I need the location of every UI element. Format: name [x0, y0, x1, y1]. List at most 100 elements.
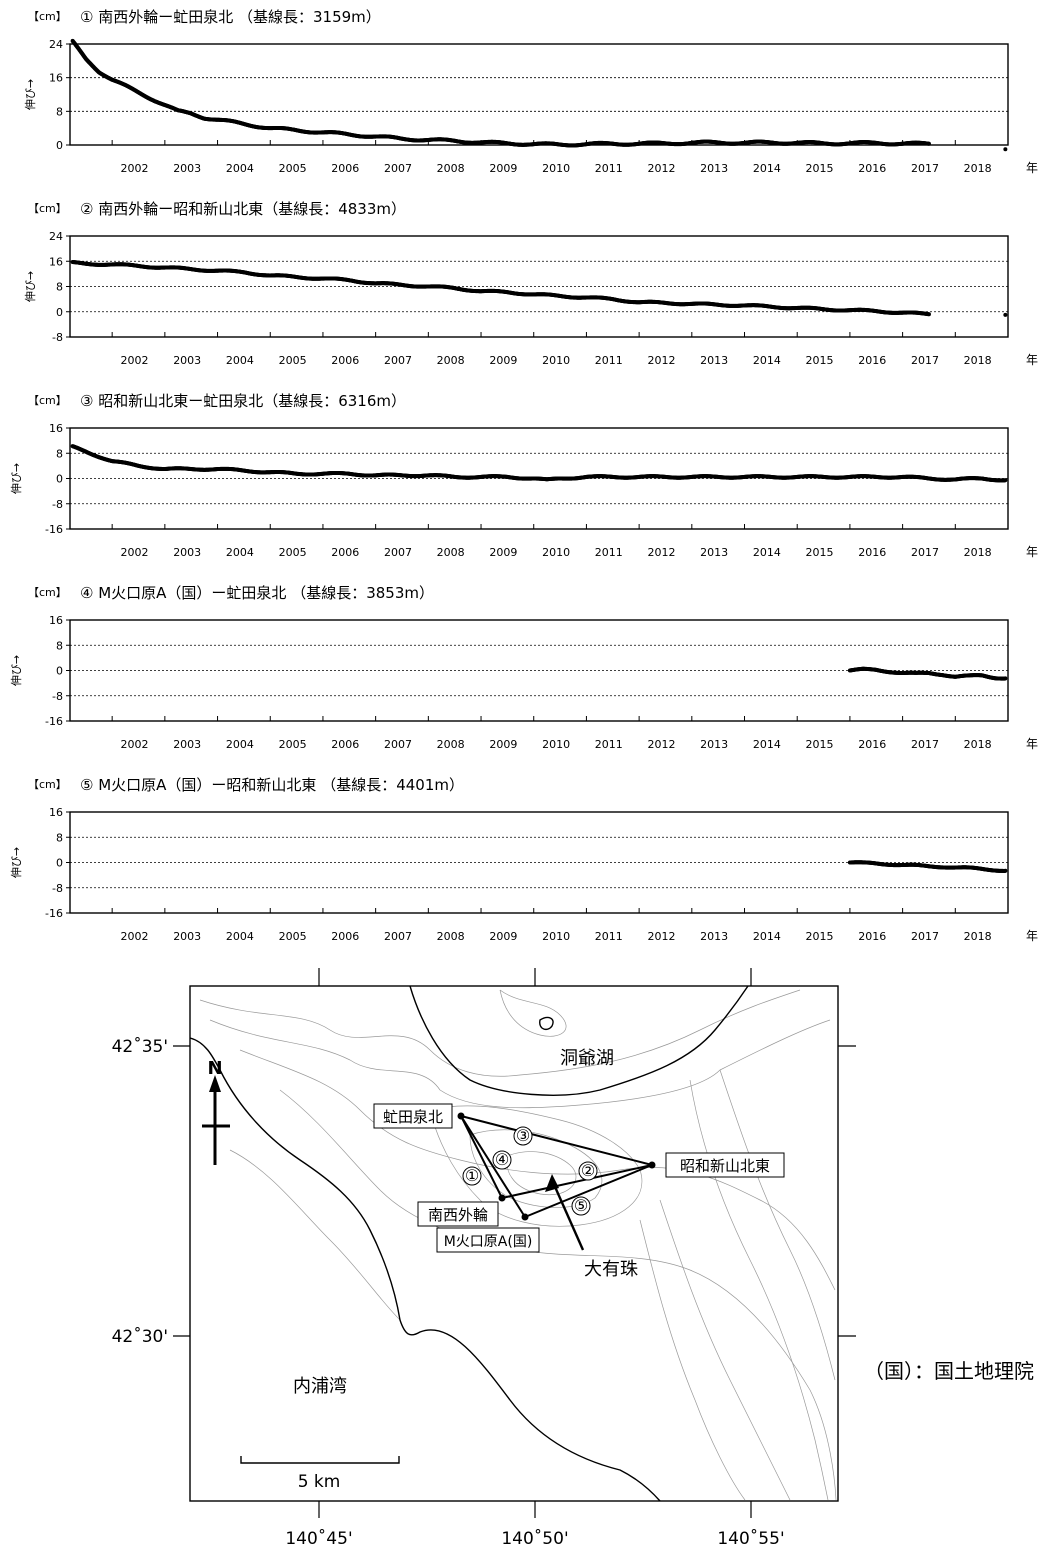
chart-2: 【cm】 ② 南西外輪ー昭和新山北東（基線長：4833m）-80816242002… [24, 200, 1038, 367]
x-tick-label: 2007 [384, 546, 412, 559]
chart-4: 【cm】 ④ M火口原A（国）ー虻田泉北 （基線長：3853m）-16-80816… [10, 584, 1038, 751]
x-tick-label: 2014 [753, 162, 781, 175]
x-tick-label: 2017 [911, 354, 939, 367]
x-tick-label: 2010 [542, 162, 570, 175]
x-tick-label: 2003 [173, 546, 201, 559]
y-tick-label: 0 [56, 473, 63, 486]
plot-frame [69, 43, 1009, 146]
plot-frame [69, 235, 1009, 338]
charts-area: 【cm】 ① 南西外輪ー虻田泉北 （基線長：3159m） 0 8 16 24 2002 200… [10, 8, 1038, 943]
x-tick-label: 2018 [964, 162, 992, 175]
x-tick-label: 2013 [700, 738, 728, 751]
y-tick-label: 16 [49, 72, 63, 85]
x-tick-label: 2009 [489, 738, 517, 751]
x-tick-label: 2005 [279, 738, 307, 751]
x-tick-label: 2016 [858, 162, 886, 175]
x-axis-label: 年 [1026, 737, 1038, 751]
data-point [926, 141, 931, 146]
x-tick-label: 2012 [647, 738, 675, 751]
x-tick-label: 2018 [964, 354, 992, 367]
y-tick-label: -8 [52, 498, 63, 511]
y-tick-label: -8 [52, 690, 63, 703]
x-tick-label: 2014 [753, 354, 781, 367]
y-axis-label: 伸び→ [24, 79, 37, 110]
x-tick-label: 2010 [542, 546, 570, 559]
y-tick-label: 0 [56, 139, 63, 152]
y-tick-label: 16 [49, 422, 63, 435]
x-tick-label: 2012 [647, 546, 675, 559]
x-tick-label: 2015 [806, 738, 834, 751]
x-tick-label: 2002 [121, 354, 149, 367]
y-axis-label: 伸び→ [10, 463, 23, 494]
x-tick-label: 2010 [542, 354, 570, 367]
x-tick-label: 2004 [226, 354, 254, 367]
x-tick-label: 2006 [331, 162, 359, 175]
chart-unit: 【cm】 [28, 586, 67, 599]
chart-unit: 【cm】 [28, 202, 67, 215]
x-tick-label: 2011 [595, 354, 623, 367]
y-tick-label: -16 [45, 715, 63, 728]
x-tick-label: 2005 [279, 162, 307, 175]
x-tick-label: 2013 [700, 546, 728, 559]
x-tick-label: 2005 [279, 546, 307, 559]
x-tick-label: 2011 [595, 546, 623, 559]
x-tick-label: 2004 [226, 546, 254, 559]
x-tick-label: 2016 [858, 546, 886, 559]
x-tick-label: 2009 [489, 162, 517, 175]
x-tick-label: 2006 [331, 546, 359, 559]
x-tick-label: 2004 [226, 738, 254, 751]
x-tick-label: 2007 [384, 162, 412, 175]
chart-3: 【cm】 ③ 昭和新山北東ー虻田泉北（基線長：6316m）-16-80816200… [10, 392, 1038, 559]
x-tick-label: 2018 [964, 546, 992, 559]
x-tick-label: 2018 [964, 738, 992, 751]
y-tick-label: 24 [49, 38, 63, 51]
x-tick-label: 2013 [700, 162, 728, 175]
x-tick-label: 2012 [647, 354, 675, 367]
x-tick-label: 2017 [911, 162, 939, 175]
x-tick-label: 2016 [858, 738, 886, 751]
data-point [1003, 147, 1008, 152]
y-tick-label: -8 [52, 331, 63, 344]
x-tick-label: 2006 [331, 354, 359, 367]
x-tick-label: 2007 [384, 354, 412, 367]
y-tick-label: 0 [56, 665, 63, 678]
chart-title: ③ 昭和新山北東ー虻田泉北（基線長：6316m） [80, 392, 406, 410]
x-tick-label: 2011 [595, 162, 623, 175]
x-tick-label: 2005 [279, 354, 307, 367]
x-axis-label: 年 [1026, 545, 1038, 559]
y-tick-label: 8 [56, 447, 63, 460]
y-tick-label: 0 [56, 306, 63, 319]
x-tick-label: 2003 [173, 738, 201, 751]
y-tick-label: 8 [56, 281, 63, 294]
x-tick-label: 2014 [753, 738, 781, 751]
x-tick-label: 2009 [489, 354, 517, 367]
chart-title: ④ M火口原A（国）ー虻田泉北 （基線長：3853m） [80, 584, 434, 602]
data-point [1003, 478, 1008, 483]
x-tick-label: 2011 [595, 738, 623, 751]
x-tick-label: 2008 [437, 546, 465, 559]
x-tick-label: 2002 [121, 162, 149, 175]
x-tick-label: 2009 [489, 546, 517, 559]
x-tick-label: 2015 [806, 162, 834, 175]
x-tick-label: 2010 [542, 738, 570, 751]
x-tick-label: 2008 [437, 738, 465, 751]
y-axis-label: 伸び→ [10, 655, 23, 686]
x-tick-label: 2014 [753, 546, 781, 559]
chart-unit: 【cm】 [28, 10, 67, 23]
x-tick-label: 2016 [858, 354, 886, 367]
x-axis-label: 年 [1026, 353, 1038, 367]
x-tick-label: 2006 [331, 738, 359, 751]
chart-1: 【cm】 ① 南西外輪ー虻田泉北 （基線長：3159m） 0 8 16 24 2002 200… [24, 8, 1038, 175]
chart-title: ① 南西外輪ー虻田泉北 （基線長：3159m） [80, 8, 381, 26]
y-tick-label: 16 [49, 255, 63, 268]
y-tick-label: 24 [49, 230, 63, 243]
x-tick-label: 2008 [437, 354, 465, 367]
y-axis-label: 伸び→ [24, 271, 37, 302]
x-tick-label: 2008 [437, 162, 465, 175]
y-tick-label: -16 [45, 523, 63, 536]
x-tick-label: 2015 [806, 546, 834, 559]
x-tick-label: 2004 [226, 162, 254, 175]
y-tick-label: 8 [56, 105, 63, 118]
x-axis-label: 年 [1026, 161, 1038, 175]
y-tick-label: 8 [56, 639, 63, 652]
